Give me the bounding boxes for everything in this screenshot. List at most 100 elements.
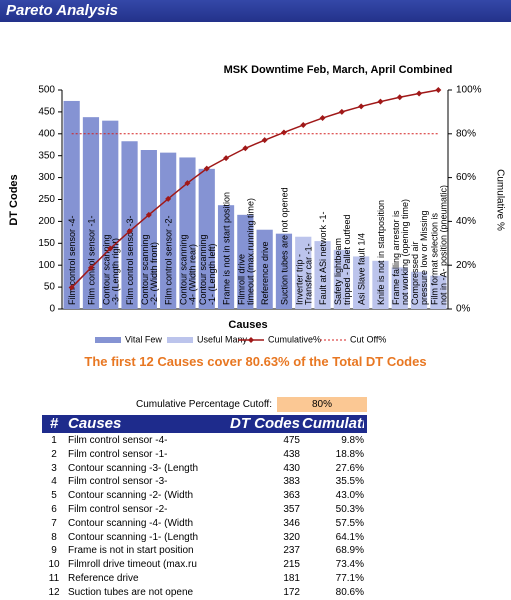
table-cell: 64.1% — [335, 531, 364, 543]
x-tick-label: Knife is not in startposition — [376, 200, 386, 305]
table-row: 1 Film control sensor -4- 475 9.8% — [42, 434, 367, 448]
y-axis-title: DT Codes — [8, 174, 20, 225]
bar — [198, 168, 215, 309]
cumulative-marker — [87, 264, 94, 271]
cumulative-marker — [280, 129, 287, 136]
legend-label: Vital Few — [125, 334, 162, 344]
x-tick-label: Reference drive — [260, 241, 270, 305]
table-cell: 57.5% — [335, 517, 364, 529]
x-tick-label: Frame falling arrestor is not working (o… — [391, 199, 410, 305]
table-row: 9 Frame is not in start position 237 68.9% — [42, 544, 367, 558]
y2-tick-label: 60% — [456, 172, 476, 183]
x-tick-label: Contour scanning -3- (Length right) — [102, 232, 121, 305]
y2-tick-label: 20% — [456, 260, 476, 271]
table-cell: 10 — [48, 559, 60, 571]
table-cell: Contour scanning -3- (Length — [68, 462, 199, 474]
column-header: Causes — [68, 415, 122, 432]
table-cell: 77.1% — [335, 573, 364, 584]
table-cell: 73.4% — [335, 559, 364, 571]
x-tick-label: Compressed air pressure low or Missing — [410, 210, 429, 305]
table-cell: 320 — [283, 531, 300, 543]
bar — [314, 241, 331, 309]
table-cell: 8 — [51, 531, 57, 543]
bar — [410, 271, 428, 309]
table-cell: 363 — [283, 490, 300, 502]
y-tick-label: 500 — [38, 85, 55, 96]
bar — [217, 205, 235, 309]
legend-swatch — [167, 337, 193, 343]
table-row: 5 Contour scanning -2- (Width 363 43.0% — [42, 489, 367, 503]
table-cell: Film control sensor -4- — [68, 435, 168, 446]
x-tick-label: Asi Slave fault 1/4 — [357, 233, 367, 305]
summary: The first 12 Causes cover 80.63% of the … — [84, 354, 427, 369]
table-row: 4 Film control sensor -3- 383 35.5% — [42, 475, 367, 489]
table-row: 2 Film control sensor -1- 438 18.8% — [42, 448, 367, 462]
table-row: 3 Contour scanning -3- (Length 430 27.6% — [42, 462, 367, 476]
table-cell: Suction tubes are not opene — [68, 586, 194, 598]
cumulative-marker — [223, 155, 230, 162]
table-cell: 3 — [51, 462, 57, 474]
cumulative-marker — [338, 108, 345, 115]
table-row: 7 Contour scanning -4- (Width 346 57.5% — [42, 517, 367, 531]
y-tick-label: 350 — [38, 150, 55, 161]
cumulative-marker — [396, 94, 403, 101]
table-cell: 7 — [51, 517, 57, 529]
x-tick-label: Contour scanning -2- (Width front) — [140, 232, 159, 305]
y-tick-label: 200 — [38, 216, 55, 227]
x-tick-label: Film control sensor -1- — [86, 215, 96, 305]
cumulative-marker — [126, 228, 133, 235]
cumulative-line — [71, 89, 439, 289]
y2-tick-label: 80% — [456, 128, 476, 139]
y-tick-label: 400 — [38, 128, 55, 139]
table-cell: 383 — [283, 476, 300, 488]
table-cell: 43.0% — [335, 490, 364, 502]
cumulative-marker — [261, 137, 268, 144]
y-tick-label: 50 — [44, 282, 56, 293]
table-row: 8 Contour scanning -1- (Length 320 64.1% — [42, 531, 367, 545]
table-cell: 6 — [51, 504, 57, 515]
table-cell: 475 — [283, 435, 300, 446]
x-tick-label: Film control sensor -3- — [125, 215, 135, 305]
table-cell: 4 — [51, 476, 57, 488]
cumulative-marker — [165, 195, 172, 202]
bar — [256, 229, 273, 309]
table-cell: 2 — [51, 448, 57, 460]
legend-label: Useful Many — [197, 334, 248, 344]
cumulative-marker — [377, 98, 384, 105]
column-header: DT Codes — [229, 415, 300, 432]
cumulative-marker — [203, 165, 210, 172]
column-header: # — [49, 415, 59, 432]
x-tick-label: Film control sensor -2- — [164, 215, 174, 305]
y-tick-label: 450 — [38, 107, 55, 118]
bar — [102, 120, 119, 309]
table-cell: 357 — [283, 504, 300, 515]
table-cell: 27.6% — [335, 462, 364, 474]
y-tick-label: 150 — [38, 238, 55, 249]
table-row: 12 Suction tubes are not opene 172 80.6% — [42, 586, 367, 600]
bar — [160, 152, 177, 309]
table-cell: 12 — [48, 586, 60, 598]
column-header: Cumulative — [302, 415, 364, 432]
bar — [179, 157, 196, 309]
y2-tick-label: 100% — [456, 85, 482, 96]
table-cell: Contour scanning -4- (Width — [68, 517, 194, 529]
table-cell: 35.5% — [335, 476, 364, 488]
y-tick-label: 100 — [38, 260, 55, 271]
x-tick-label: Fault at ASi network -1- — [318, 211, 328, 305]
bar — [82, 117, 100, 309]
table-cell: 50.3% — [335, 504, 364, 515]
x-tick-label: Filmroll drive timeout (max.running time… — [237, 198, 256, 305]
bar — [275, 233, 293, 309]
table-row: 6 Film control sensor -2- 357 50.3% — [42, 503, 367, 517]
cumulative-marker — [242, 145, 249, 152]
y2-axis-title: Cumulative % — [494, 169, 505, 231]
x-tick-label: Safety lightbeam tripped - Pallet outfee… — [333, 214, 352, 305]
x-tick-label: Frame is not in start position — [221, 192, 231, 305]
cumulative-marker — [68, 284, 75, 291]
chart-title: MSK Downtime Feb, March, April Combined — [224, 64, 453, 76]
legend-marker — [248, 337, 254, 343]
table-cell: Frame is not in start position — [68, 545, 194, 557]
chart: MSK Downtime Feb, March, April Combined … — [8, 64, 505, 344]
